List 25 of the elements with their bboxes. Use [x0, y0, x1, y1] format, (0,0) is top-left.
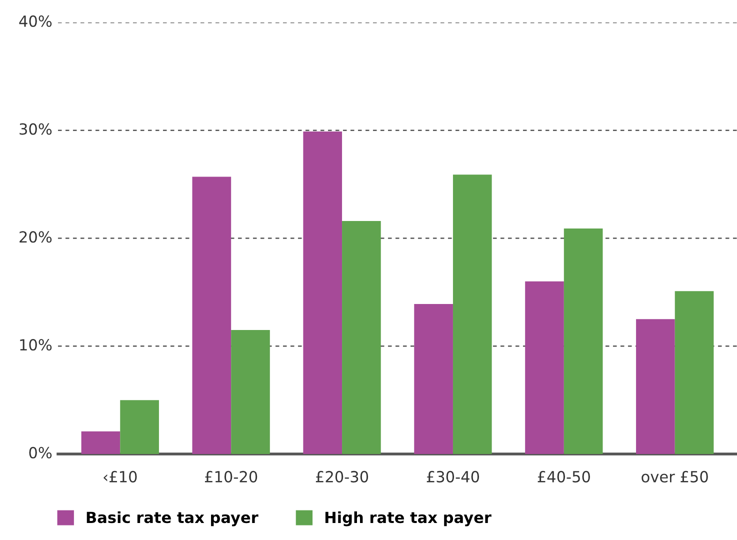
bar	[303, 131, 342, 454]
x-tick-label: over £50	[642, 470, 708, 482]
legend-label: High rate tax payer	[325, 511, 492, 526]
x-tick-label: £40-50	[538, 470, 590, 482]
bar	[564, 228, 603, 454]
y-tick-label: 30%	[20, 123, 52, 135]
y-tick-label: 20%	[20, 231, 52, 243]
bar	[120, 400, 159, 454]
bar	[192, 176, 232, 454]
bar	[342, 220, 381, 454]
bar	[525, 281, 564, 454]
bar	[636, 319, 675, 454]
x-tick-label: ‹£10	[104, 470, 137, 482]
x-tick-label: £10-20	[204, 470, 258, 482]
bar	[674, 291, 714, 454]
bar	[414, 304, 453, 454]
y-tick-label: 0%	[29, 446, 52, 458]
legend-label: Basic rate tax payer	[86, 511, 258, 526]
x-tick-label: £20-30	[316, 470, 368, 482]
y-tick-label: 40%	[19, 15, 52, 27]
bar	[231, 330, 270, 454]
x-tick-label: £30-40	[426, 470, 480, 482]
bar	[81, 431, 120, 454]
bar	[452, 174, 492, 454]
y-tick-label: 10%	[20, 339, 52, 351]
